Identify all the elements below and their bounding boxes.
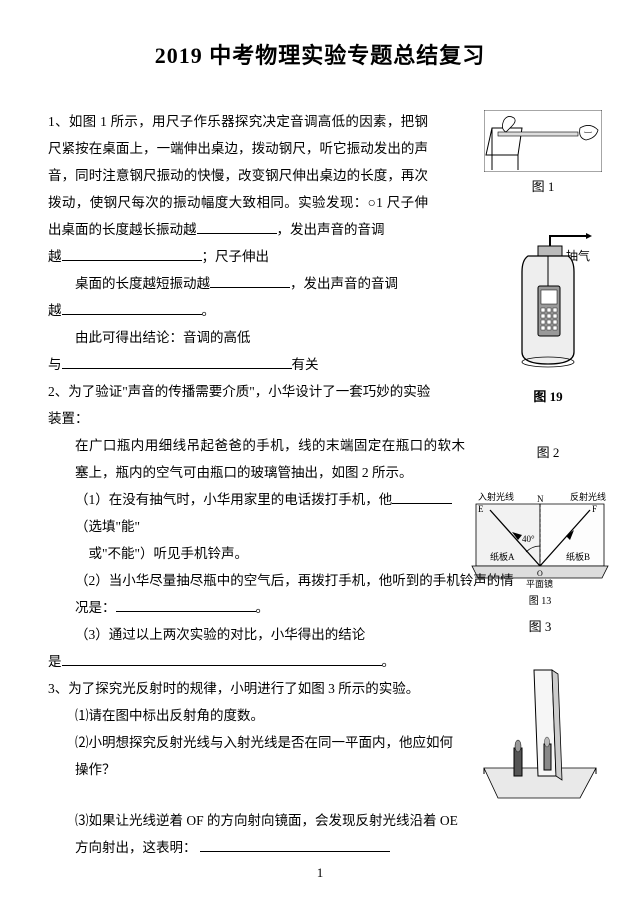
question-3: 3、为了探究光反射时的规律，小明进行了如图 3 所示的实验。 ⑴请在图中标出反射… <box>48 675 592 861</box>
blank <box>197 220 277 235</box>
blank <box>116 598 256 613</box>
q1-l3b: ，发出声音的音调 <box>290 276 398 291</box>
blank <box>210 274 290 289</box>
q3-s1: ⑴请在图中标出反射角的度数。 <box>48 702 455 729</box>
q1-l2b: ；尺子伸出 <box>202 249 270 264</box>
q1-l6a: 与 <box>48 357 62 372</box>
svg-text:F: F <box>592 504 597 514</box>
document-title: 2019 中考物理实验专题总结复习 <box>48 34 592 78</box>
q2-head: 2、为了验证"声音的传播需要介质"，小华设计了一套巧妙的实验装置： <box>48 378 438 432</box>
q1-l2a: 越 <box>48 249 62 264</box>
q2-s1a: （1）在没有抽气时，小华用家里的电话拨打手机，他 <box>75 492 392 507</box>
q2-s1b: （选填"能" <box>75 519 140 534</box>
q1-l4: 越 <box>48 303 62 318</box>
q1-text-b: ，发出声音的音调 <box>277 222 385 237</box>
blank <box>200 838 390 853</box>
q2-s2b: 。 <box>256 600 270 615</box>
blank <box>62 355 292 370</box>
blank <box>392 490 452 505</box>
q2-s3a: （3）通过以上两次实验的对比，小华得出的结论 <box>75 627 365 642</box>
question-2: 2、为了验证"声音的传播需要介质"，小华设计了一套巧妙的实验装置： 在广口瓶内用… <box>48 378 592 675</box>
question-1: 1、如图 1 所示，用尺子作乐器探究决定音调高低的因素，把钢尺紧按在桌面上，一端… <box>48 108 592 378</box>
page-number: 1 <box>0 860 640 886</box>
blank <box>62 247 202 262</box>
document-page: 2019 中考物理实验专题总结复习 图 1 抽气 <box>0 0 640 904</box>
blank <box>62 652 382 667</box>
q3-head: 3、为了探究光反射时的规律，小明进行了如图 3 所示的实验。 <box>48 675 428 702</box>
q2-is: 是 <box>48 654 62 669</box>
q1-l3a: 桌面的长度越短振动越 <box>75 276 210 291</box>
q1-l5a: 由此可得出结论：音调的高低 <box>75 330 251 345</box>
q2-s1c: 或"不能"）听见手机铃声。 <box>48 540 592 567</box>
q2-p1: 在广口瓶内用细线吊起爸爸的手机，线的末端固定在瓶口的软木塞上，瓶内的空气可由瓶口… <box>48 432 465 486</box>
blank <box>62 301 202 316</box>
q1-l6b: 有关 <box>292 357 319 372</box>
q3-s2: ⑵小明想探究反射光线与入射光线是否在同一平面内，他应如何操作？ <box>48 729 455 783</box>
